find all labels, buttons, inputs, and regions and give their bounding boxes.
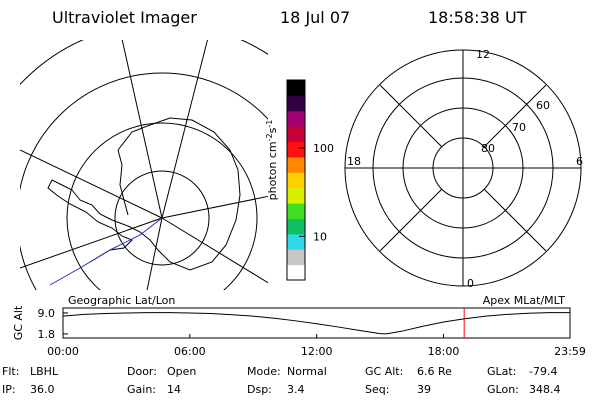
info-value: 36.0 bbox=[30, 383, 55, 396]
color-step bbox=[287, 187, 305, 204]
info-label: GLat: bbox=[487, 365, 516, 378]
color-step bbox=[287, 141, 305, 158]
y-tick-label: 1.8 bbox=[38, 328, 56, 341]
info-value: -79.4 bbox=[529, 365, 557, 378]
info-label: IP: bbox=[2, 383, 16, 396]
info-value: 348.4 bbox=[529, 383, 561, 396]
info-value: LBHL bbox=[30, 365, 59, 378]
colorbar: 10 100 bbox=[287, 80, 334, 281]
x-tick-label: 18:00 bbox=[428, 345, 460, 358]
unit-part: s bbox=[266, 127, 279, 133]
title: Ultraviolet Imager bbox=[52, 8, 197, 27]
colorbar-unit: photon cm-2s-1 bbox=[265, 120, 280, 201]
y-tick-label: 9.0 bbox=[38, 307, 56, 320]
info-value: Normal bbox=[287, 365, 327, 378]
altitude-line bbox=[62, 312, 570, 335]
x-tick-label: 12:00 bbox=[301, 345, 333, 358]
info-value: 3.4 bbox=[287, 383, 305, 396]
color-step bbox=[287, 110, 305, 127]
color-step bbox=[287, 233, 305, 250]
info-value: 6.6 Re bbox=[417, 365, 452, 378]
unit-part: -1 bbox=[265, 120, 274, 128]
color-step bbox=[287, 95, 305, 112]
info-value: 39 bbox=[417, 383, 431, 396]
info-panel: Flt: LBHL Door: Open Mode: Normal GC Alt: 6.6 R… bbox=[2, 365, 561, 396]
mlt-label: 6 bbox=[576, 155, 583, 168]
info-value: Open bbox=[167, 365, 196, 378]
info-label: Door: bbox=[127, 365, 157, 378]
info-label: Flt: bbox=[2, 365, 19, 378]
x-tick-label: 06:00 bbox=[174, 345, 206, 358]
time: 18:58:38 UT bbox=[428, 8, 527, 27]
info-label: GC Alt: bbox=[365, 365, 403, 378]
lat-label: 80 bbox=[481, 142, 495, 155]
colorbar-tick-label: 100 bbox=[313, 142, 334, 155]
geo-map bbox=[20, 40, 268, 290]
mlt-label: 12 bbox=[476, 48, 490, 61]
altitude-plot: Geographic Lat/Lon Apex MLat/MLT GC Alt 9.0… bbox=[12, 294, 586, 358]
info-label: Gain: bbox=[127, 383, 156, 396]
color-step bbox=[287, 156, 305, 173]
x-tick-label: 00:00 bbox=[47, 345, 79, 358]
info-label: Mode: bbox=[247, 365, 281, 378]
colorbar-frame bbox=[286, 79, 306, 281]
mlt-label: 0 bbox=[467, 277, 474, 290]
color-step bbox=[287, 264, 305, 281]
unit-part: -2 bbox=[265, 133, 274, 141]
mlt-label: 18 bbox=[347, 155, 361, 168]
color-step bbox=[287, 126, 305, 143]
unit-part: photon cm bbox=[266, 141, 279, 200]
color-step bbox=[287, 218, 305, 235]
info-value: 14 bbox=[167, 383, 181, 396]
lat-label: 60 bbox=[536, 99, 550, 112]
lat-label: 70 bbox=[512, 121, 526, 134]
color-step bbox=[287, 172, 305, 189]
info-label: GLon: bbox=[487, 383, 519, 396]
x-tick-label: 23:59 bbox=[554, 345, 586, 358]
colorbar-tick-label: 10 bbox=[313, 230, 327, 243]
date: 18 Jul 07 bbox=[280, 8, 350, 27]
color-step bbox=[287, 203, 305, 219]
plot-label: Geographic Lat/Lon bbox=[68, 294, 175, 307]
polar-grid bbox=[344, 49, 582, 287]
y-axis-label: GC Alt bbox=[12, 305, 25, 340]
info-label: Dsp: bbox=[247, 383, 272, 396]
plot-label: Apex MLat/MLT bbox=[483, 294, 566, 307]
color-step bbox=[287, 249, 305, 266]
info-label: Seq: bbox=[365, 383, 389, 396]
color-step bbox=[287, 80, 305, 96]
